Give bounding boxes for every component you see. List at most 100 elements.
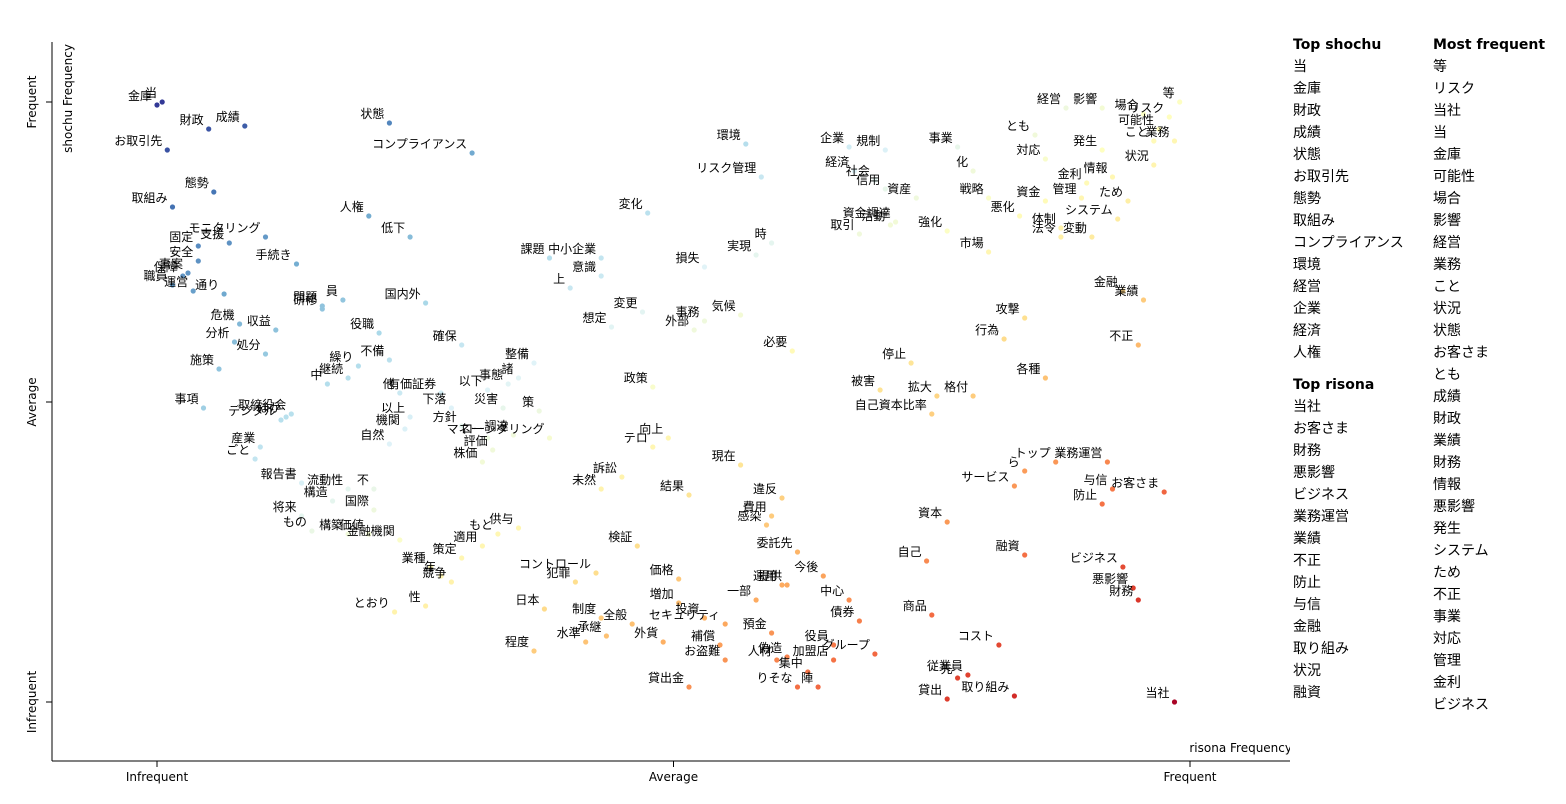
legend-term[interactable]: 態勢	[1293, 191, 1321, 207]
term-point[interactable]	[955, 144, 961, 150]
term-point[interactable]	[758, 174, 764, 180]
legend-term[interactable]: ため	[1433, 565, 1461, 581]
term-point[interactable]	[805, 669, 811, 675]
legend-term[interactable]: 財政	[1433, 411, 1461, 427]
term-point[interactable]	[459, 342, 465, 348]
term-point[interactable]	[1140, 111, 1147, 117]
legend-term[interactable]: 当社	[1293, 399, 1321, 415]
term-point[interactable]	[944, 228, 950, 234]
term-point[interactable]	[1084, 180, 1090, 186]
term-point[interactable]	[722, 657, 728, 663]
term-point[interactable]	[774, 657, 780, 663]
term-point[interactable]	[913, 195, 919, 201]
term-point[interactable]	[231, 339, 238, 345]
term-point[interactable]	[546, 435, 553, 441]
term-point[interactable]	[366, 531, 372, 537]
term-point[interactable]	[779, 495, 785, 501]
legend-term[interactable]: 経済	[1293, 323, 1321, 339]
term-point[interactable]	[195, 258, 201, 264]
term-point[interactable]	[691, 327, 697, 333]
term-point[interactable]	[345, 531, 351, 537]
legend-term[interactable]: 成績	[1293, 125, 1321, 141]
legend-term[interactable]: 事業	[1433, 609, 1461, 625]
legend-term[interactable]: 発生	[1433, 521, 1461, 537]
term-point[interactable]	[546, 255, 553, 261]
legend-term[interactable]: 業績	[1433, 433, 1461, 449]
term-point[interactable]	[583, 639, 589, 645]
legend-term[interactable]: こと	[1433, 279, 1461, 295]
legend-term[interactable]: 金庫	[1293, 81, 1321, 97]
term-point[interactable]	[237, 321, 243, 327]
term-point[interactable]	[794, 549, 801, 555]
term-point[interactable]	[1042, 375, 1048, 381]
term-point[interactable]	[701, 615, 708, 621]
term-point[interactable]	[676, 600, 682, 606]
term-point[interactable]	[1058, 225, 1064, 231]
term-point[interactable]	[309, 528, 315, 534]
legend-term[interactable]: 可能性	[1433, 169, 1475, 185]
term-point[interactable]	[986, 195, 992, 201]
term-point[interactable]	[407, 234, 413, 240]
term-point[interactable]	[784, 654, 790, 660]
term-point[interactable]	[893, 219, 899, 225]
term-point[interactable]	[603, 633, 610, 639]
term-point[interactable]	[206, 126, 212, 132]
term-point[interactable]	[784, 582, 790, 588]
legend-term[interactable]: システム	[1433, 543, 1489, 559]
term-point[interactable]	[1151, 138, 1157, 144]
term-point[interactable]	[598, 273, 604, 279]
legend-term[interactable]: 金融	[1293, 619, 1321, 635]
term-point[interactable]	[753, 597, 759, 603]
legend-term[interactable]: 当	[1433, 125, 1447, 141]
term-point[interactable]	[397, 537, 403, 543]
term-point[interactable]	[1022, 468, 1028, 474]
term-point[interactable]	[510, 432, 516, 438]
term-point[interactable]	[278, 417, 284, 423]
term-point[interactable]	[1058, 234, 1064, 240]
legend-term[interactable]: 不正	[1433, 587, 1461, 603]
term-point[interactable]	[701, 318, 708, 324]
term-point[interactable]	[438, 573, 444, 579]
legend-term[interactable]: 経営	[1293, 279, 1321, 295]
term-point[interactable]	[769, 240, 775, 246]
term-point[interactable]	[541, 606, 548, 612]
legend-term[interactable]: 企業	[1293, 301, 1321, 317]
term-point[interactable]	[1166, 114, 1172, 120]
term-point[interactable]	[190, 288, 196, 294]
term-point[interactable]	[1156, 126, 1162, 132]
term-point[interactable]	[288, 411, 294, 417]
term-point[interactable]	[479, 459, 485, 465]
term-point[interactable]	[924, 558, 930, 564]
term-point[interactable]	[485, 387, 491, 393]
legend-term[interactable]: 悪影響	[1433, 499, 1475, 515]
term-point[interactable]	[1001, 336, 1007, 342]
term-point[interactable]	[448, 405, 454, 411]
term-point[interactable]	[1017, 213, 1023, 219]
term-point[interactable]	[459, 423, 465, 429]
term-point[interactable]	[856, 231, 863, 237]
term-point[interactable]	[851, 168, 857, 174]
term-point[interactable]	[769, 630, 775, 636]
term-point[interactable]	[355, 363, 361, 369]
legend-term[interactable]: 状況	[1433, 301, 1461, 317]
legend-term[interactable]: 経営	[1433, 235, 1461, 251]
term-point[interactable]	[1011, 483, 1018, 489]
term-point[interactable]	[779, 582, 785, 588]
term-point[interactable]	[743, 141, 749, 147]
term-point[interactable]	[717, 642, 723, 648]
term-point[interactable]	[531, 360, 537, 366]
legend-term[interactable]: お客さま	[1433, 345, 1489, 361]
term-point[interactable]	[1089, 234, 1095, 240]
term-point[interactable]	[846, 144, 852, 150]
term-point[interactable]	[1022, 552, 1028, 558]
term-point[interactable]	[448, 579, 454, 585]
legend-term[interactable]: 業務	[1433, 257, 1461, 273]
term-point[interactable]	[495, 531, 501, 537]
term-point[interactable]	[531, 648, 537, 654]
term-point[interactable]	[753, 252, 759, 258]
legend-term[interactable]: お客さま	[1293, 421, 1349, 437]
term-point[interactable]	[200, 405, 207, 411]
term-point[interactable]	[536, 408, 542, 414]
term-point[interactable]	[159, 99, 165, 105]
legend-term[interactable]: 融資	[1293, 685, 1321, 701]
